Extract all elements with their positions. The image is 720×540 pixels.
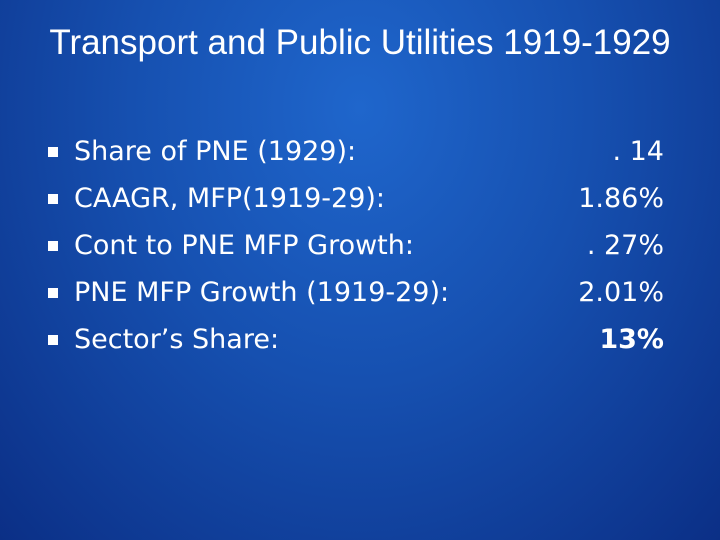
bullet-value: 2.01%: [578, 277, 664, 308]
bullet-value: . 14: [612, 136, 664, 167]
bullet-row: CAAGR, MFP(1919-29): 1.86%: [48, 175, 664, 222]
bullet-value: . 27%: [586, 230, 664, 261]
bullet-label: Share of PNE (1929):: [74, 136, 357, 167]
slide-title: Transport and Public Utilities 1919-1929: [49, 23, 671, 62]
bullet-row: Cont to PNE MFP Growth: . 27%: [48, 222, 664, 269]
bullet-label: Cont to PNE MFP Growth:: [74, 230, 414, 261]
bullet-label: CAAGR, MFP(1919-29):: [74, 183, 386, 214]
bullet-row: Share of PNE (1929): . 14: [48, 128, 664, 175]
bullet-value: 13%: [599, 324, 664, 355]
bullet-marker: [48, 147, 58, 157]
bullet-list: Share of PNE (1929): . 14 CAAGR, MFP(1919…: [48, 128, 664, 363]
bullet-marker: [48, 241, 58, 251]
bullet-marker: [48, 335, 58, 345]
bullet-marker: [48, 288, 58, 298]
bullet-marker: [48, 194, 58, 204]
bullet-label: Sector’s Share:: [74, 324, 280, 355]
bullet-value: 1.86%: [578, 183, 664, 214]
bullet-label: PNE MFP Growth (1919-29):: [74, 277, 450, 308]
bullet-row: Sector’s Share: 13%: [48, 316, 664, 363]
bullet-row: PNE MFP Growth (1919-29): 2.01%: [48, 269, 664, 316]
